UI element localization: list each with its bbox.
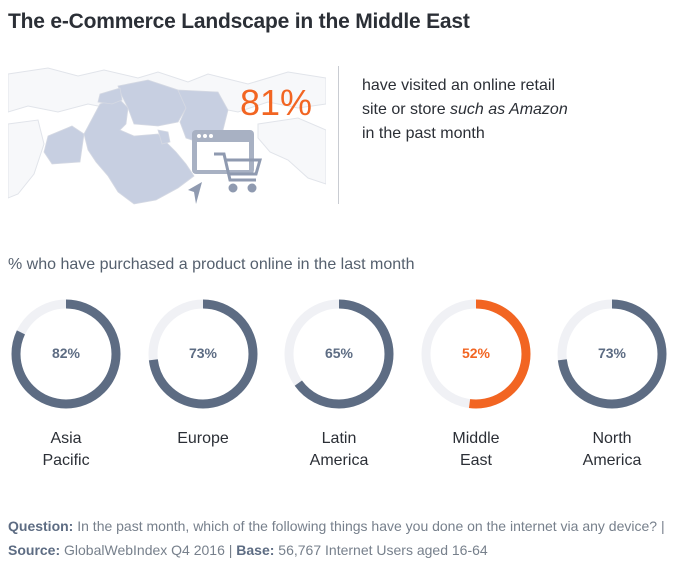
- donut-category-label-line: East: [459, 452, 492, 469]
- donut-category-label-line: America: [309, 452, 369, 469]
- donut-category-label: Middle East: [411, 428, 541, 472]
- browser-window-icon: [192, 130, 254, 174]
- donut-value-arc: [11, 299, 121, 409]
- hero-line-1: have visited an online retail: [362, 77, 556, 94]
- donut-value-arc: [284, 299, 394, 409]
- hero-line-2-prefix: site or store: [362, 101, 451, 118]
- hero-line-2-italic: such as Amazon: [450, 101, 568, 118]
- donut-value-label: 52%: [461, 345, 491, 361]
- donut-category-label-line: North: [592, 430, 632, 447]
- hero-divider: [338, 66, 339, 204]
- chart-subtitle: % who have purchased a product online in…: [8, 256, 415, 273]
- donut-value-arc: [557, 299, 667, 409]
- hero-line-2: site or store such as Amazon: [362, 98, 568, 122]
- footer-note: Question: In the past month, which of th…: [8, 514, 668, 562]
- cursor-icon: [188, 182, 202, 204]
- donut-category-label: Latin America: [274, 428, 404, 472]
- donut-europe: [148, 299, 258, 409]
- donut-value-arc: [421, 299, 531, 409]
- donut-category-label: North America: [547, 428, 673, 472]
- source-label: Source:: [8, 542, 61, 558]
- base-text: 56,767 Internet Users aged 16-64: [274, 542, 488, 558]
- donut-value-label: 73%: [597, 345, 627, 361]
- page-title: The e-Commerce Landscape in the Middle E…: [8, 10, 470, 33]
- donut-category-label-line: Middle: [452, 430, 500, 447]
- donut-chart-row: 82% Asia Pacific 73% Europe 65% Latin America 52…: [0, 296, 673, 476]
- donut-category-label-line: Pacific: [42, 452, 90, 469]
- source-text: GlobalWebIndex Q4 2016 |: [60, 542, 237, 558]
- donut-latin-america: [284, 299, 394, 409]
- donut-north-america: [557, 299, 667, 409]
- donut-middle-east: [421, 299, 531, 409]
- question-label: Question:: [8, 518, 74, 534]
- donut-category-label-line: Asia: [50, 430, 82, 447]
- shopping-cart-icon: [214, 152, 262, 193]
- donut-category-label-line: Latin: [321, 430, 357, 447]
- middle-east-map-icon: [8, 67, 326, 205]
- donut-category-label-line: America: [582, 452, 642, 469]
- donut-category-label: Asia Pacific: [1, 428, 131, 472]
- hero-description: have visited an online retail site or st…: [362, 74, 568, 146]
- donut-asia-pacific: [11, 299, 121, 409]
- donut-value-label: 65%: [324, 345, 354, 361]
- question-text: In the past month, which of the followin…: [73, 518, 665, 534]
- donut-value-label: 82%: [51, 345, 81, 361]
- base-label: Base:: [236, 542, 275, 558]
- hero-line-3: in the past month: [362, 125, 485, 142]
- donut-category-label-line: Europe: [177, 430, 229, 447]
- donut-value-arc: [148, 299, 258, 409]
- donut-value-label: 73%: [188, 345, 218, 361]
- hero-percent: 81%: [240, 82, 313, 123]
- donut-category-label: Europe: [138, 428, 268, 450]
